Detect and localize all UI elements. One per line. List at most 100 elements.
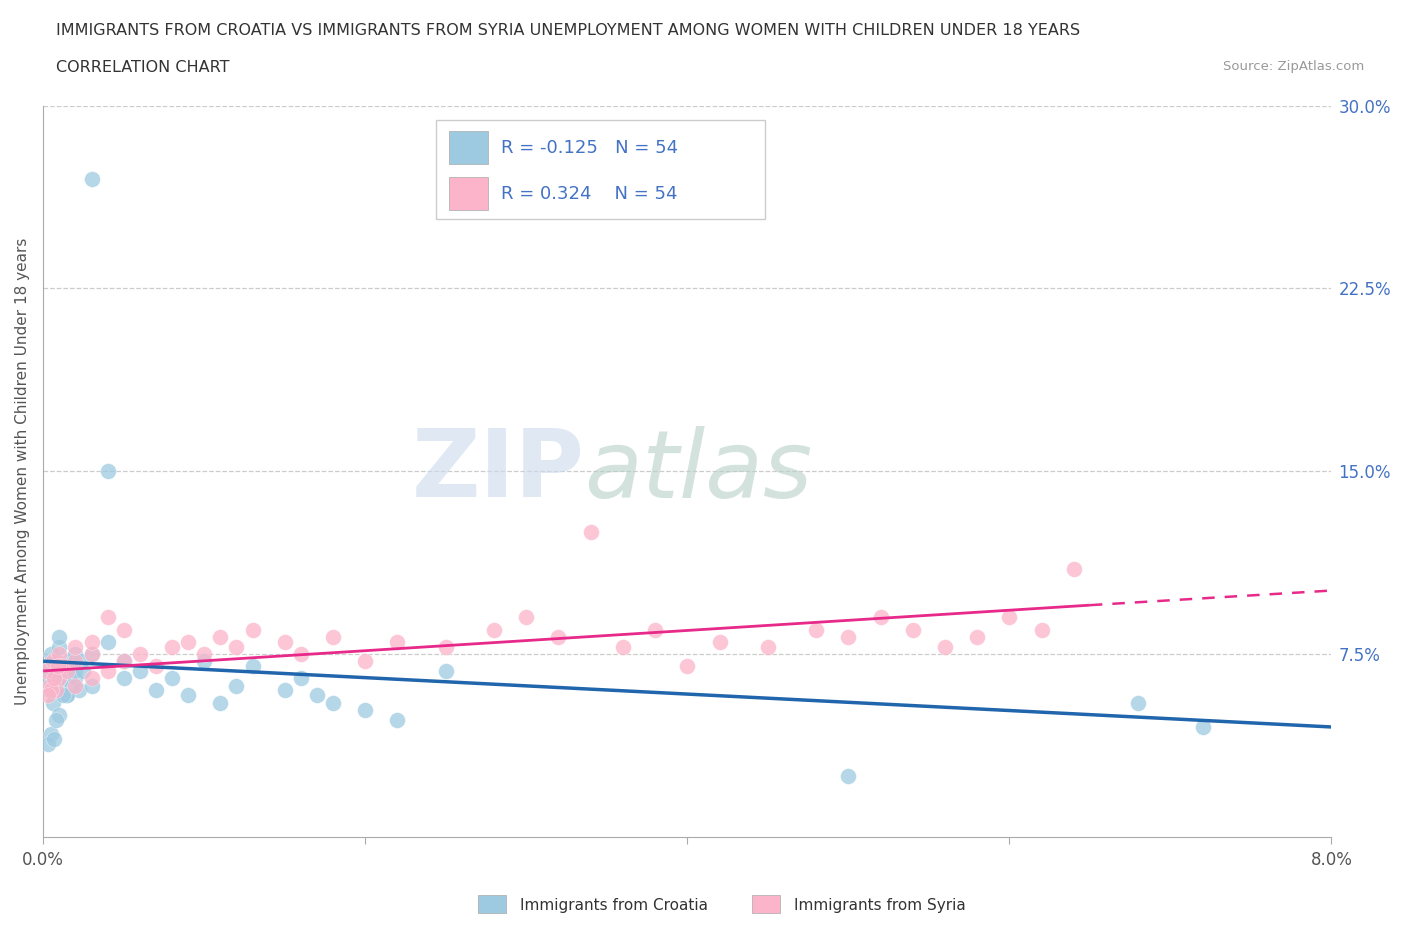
Point <box>56 663 79 678</box>
Point <box>322 695 344 710</box>
Point <box>39 646 62 661</box>
Point <box>305 688 328 703</box>
Point <box>112 671 135 685</box>
Point <box>46 658 69 673</box>
Point <box>97 464 120 479</box>
Point <box>482 622 505 637</box>
Point <box>193 654 215 669</box>
Bar <box>436 120 765 219</box>
Point <box>676 658 699 673</box>
Point <box>80 171 103 186</box>
Point <box>51 688 73 703</box>
Point <box>58 654 80 669</box>
Point <box>290 646 312 661</box>
Point <box>46 671 69 685</box>
Text: ZIP: ZIP <box>412 425 585 517</box>
Text: CORRELATION CHART: CORRELATION CHART <box>56 60 229 75</box>
Point <box>177 634 200 649</box>
Point <box>934 639 956 654</box>
Text: R = 0.324    N = 54: R = 0.324 N = 54 <box>501 185 678 203</box>
Point <box>60 678 83 693</box>
Point <box>51 671 73 685</box>
Point <box>354 654 377 669</box>
Point <box>37 688 59 703</box>
Text: IMMIGRANTS FROM CROATIA VS IMMIGRANTS FROM SYRIA UNEMPLOYMENT AMONG WOMEN WITH C: IMMIGRANTS FROM CROATIA VS IMMIGRANTS FR… <box>56 23 1080 38</box>
Point <box>209 630 232 644</box>
Point <box>225 678 247 693</box>
Point <box>65 671 87 685</box>
Point <box>80 646 103 661</box>
Point <box>45 712 67 727</box>
Point <box>274 634 297 649</box>
Point <box>51 658 73 673</box>
Point <box>837 768 859 783</box>
Point <box>709 634 731 649</box>
Y-axis label: Unemployment Among Women with Children Under 18 years: Unemployment Among Women with Children U… <box>15 237 30 705</box>
Point <box>290 671 312 685</box>
Point <box>145 658 167 673</box>
Point <box>39 727 62 742</box>
Point <box>48 683 70 698</box>
Point <box>869 610 891 625</box>
Point <box>434 663 457 678</box>
Point <box>354 702 377 717</box>
Point <box>65 639 87 654</box>
Point <box>42 654 65 669</box>
Point <box>1063 561 1085 576</box>
Point <box>44 732 66 747</box>
Point <box>112 622 135 637</box>
Point <box>387 634 409 649</box>
Point <box>97 634 120 649</box>
Point <box>48 708 70 723</box>
Point <box>1031 622 1053 637</box>
Point <box>45 683 67 698</box>
Point <box>65 646 87 661</box>
Point <box>804 622 827 637</box>
Point <box>387 712 409 727</box>
Point <box>80 646 103 661</box>
Point <box>45 654 67 669</box>
Point <box>48 639 70 654</box>
Point <box>966 630 988 644</box>
Point <box>37 658 59 673</box>
Point <box>225 639 247 654</box>
Point <box>69 654 91 669</box>
Point <box>80 678 103 693</box>
Point <box>65 663 87 678</box>
Point <box>80 671 103 685</box>
Point <box>274 683 297 698</box>
Point <box>65 654 87 669</box>
Point <box>67 683 90 698</box>
Point <box>547 630 569 644</box>
Point <box>160 671 183 685</box>
Text: Immigrants from Croatia: Immigrants from Croatia <box>520 897 709 912</box>
Point <box>1191 720 1213 735</box>
Text: R = -0.125   N = 54: R = -0.125 N = 54 <box>501 140 678 157</box>
Point <box>322 630 344 644</box>
Point <box>39 683 62 698</box>
Point <box>644 622 666 637</box>
Point <box>97 663 120 678</box>
Point <box>579 525 602 539</box>
Point <box>42 695 65 710</box>
Point <box>56 688 79 703</box>
Point <box>612 639 634 654</box>
Point <box>35 671 58 685</box>
Point <box>72 663 94 678</box>
Point <box>56 688 79 703</box>
Text: atlas: atlas <box>585 426 813 517</box>
Point <box>145 683 167 698</box>
Point <box>38 683 60 698</box>
Point <box>80 634 103 649</box>
Point <box>53 658 76 673</box>
Point <box>177 688 200 703</box>
Point <box>65 678 87 693</box>
Point <box>112 654 135 669</box>
Point <box>756 639 779 654</box>
Point <box>209 695 232 710</box>
Text: Source: ZipAtlas.com: Source: ZipAtlas.com <box>1223 60 1364 73</box>
Point <box>97 610 120 625</box>
Text: Immigrants from Syria: Immigrants from Syria <box>794 897 966 912</box>
Point <box>35 663 58 678</box>
Point <box>1128 695 1150 710</box>
